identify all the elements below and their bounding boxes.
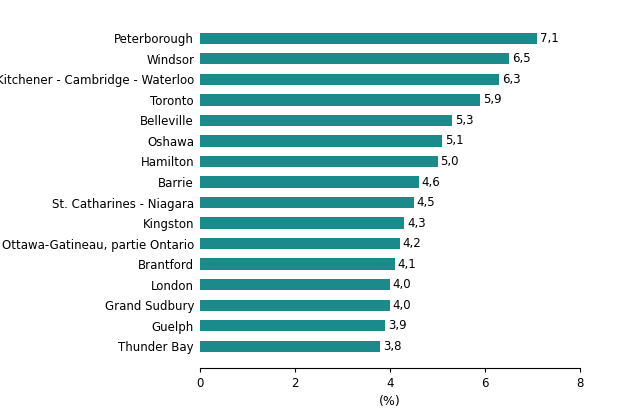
Text: 4,6: 4,6	[421, 176, 440, 189]
Bar	[200, 94, 480, 106]
Bar	[200, 258, 395, 270]
Text: 4,0: 4,0	[393, 299, 411, 312]
Text: 5,3: 5,3	[455, 114, 473, 127]
Bar	[200, 197, 414, 208]
Text: 5,1: 5,1	[445, 135, 464, 148]
Bar	[200, 320, 385, 331]
Bar	[200, 33, 537, 44]
Text: 3,8: 3,8	[383, 340, 402, 353]
X-axis label: (%): (%)	[379, 395, 401, 408]
Bar	[200, 53, 509, 64]
Bar	[200, 176, 419, 188]
Bar	[200, 238, 399, 249]
Bar	[200, 115, 452, 126]
Text: 6,5: 6,5	[512, 52, 530, 65]
Text: 5,0: 5,0	[441, 155, 459, 168]
Bar	[200, 341, 381, 352]
Bar	[200, 135, 442, 147]
Bar	[200, 279, 390, 290]
Text: 6,3: 6,3	[502, 73, 521, 86]
Bar	[200, 156, 437, 167]
Bar	[200, 74, 499, 85]
Text: 4,2: 4,2	[402, 237, 421, 250]
Text: 5,9: 5,9	[483, 93, 502, 107]
Text: 4,5: 4,5	[417, 196, 436, 209]
Bar	[200, 300, 390, 311]
Text: 7,1: 7,1	[540, 32, 559, 45]
Text: 4,1: 4,1	[397, 257, 416, 270]
Text: 4,0: 4,0	[393, 278, 411, 291]
Bar	[200, 217, 404, 229]
Text: 3,9: 3,9	[388, 319, 407, 332]
Text: 4,3: 4,3	[407, 217, 426, 229]
